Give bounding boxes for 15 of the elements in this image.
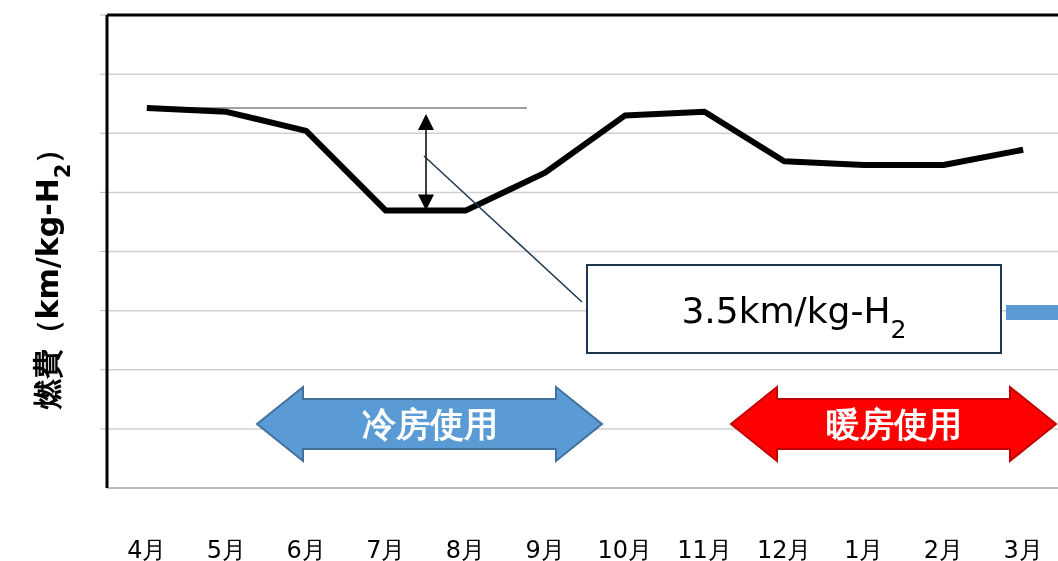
x-tick-label: 3月 — [1003, 536, 1043, 561]
x-tick-label: 12月 — [756, 536, 812, 561]
x-tick-label: 2月 — [923, 536, 964, 561]
x-tick-label: 11月 — [677, 536, 732, 561]
x-tick-label: 1月 — [844, 536, 884, 561]
x-tick-label: 8月 — [445, 536, 486, 561]
x-tick-label: 6月 — [286, 536, 326, 561]
x-tick-label: 5月 — [206, 536, 247, 561]
annotation: 冷房使用 — [361, 404, 498, 444]
x-tick-label: 9月 — [525, 536, 565, 561]
x-tick-label: 7月 — [366, 536, 406, 561]
x-tick-label: 4月 — [127, 536, 167, 561]
annotation: 3.5km/kg-H$_{2}$ — [681, 290, 907, 344]
x-tick-label: 10月 — [597, 536, 653, 561]
annotation: 暖房使用 — [825, 404, 962, 444]
